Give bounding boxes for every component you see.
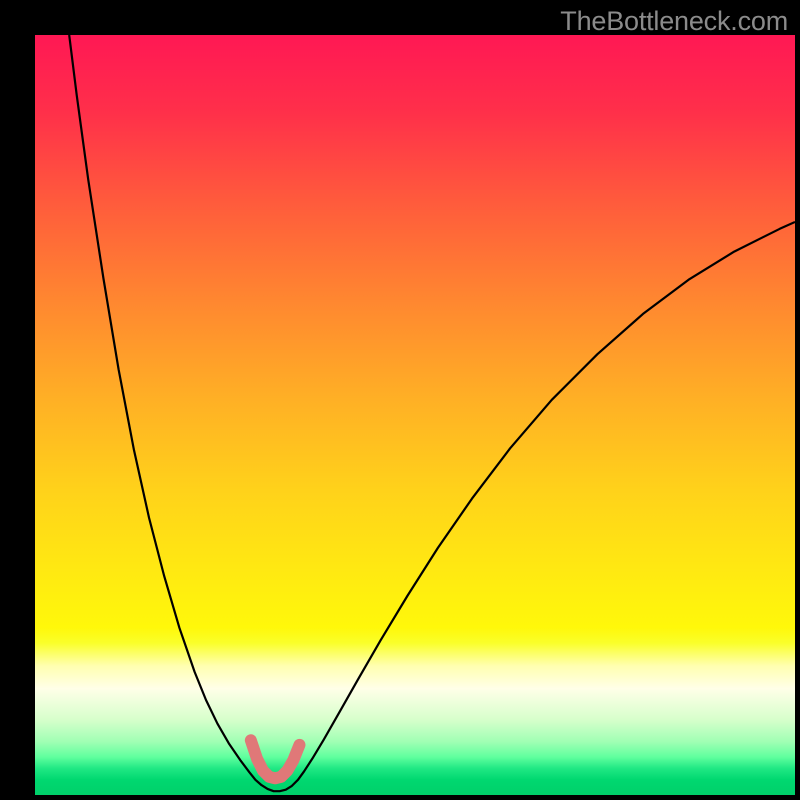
outer-frame: [0, 0, 800, 800]
gradient-plot: [35, 35, 795, 795]
gradient-background: [35, 35, 795, 795]
watermark-text: TheBottleneck.com: [560, 6, 788, 37]
